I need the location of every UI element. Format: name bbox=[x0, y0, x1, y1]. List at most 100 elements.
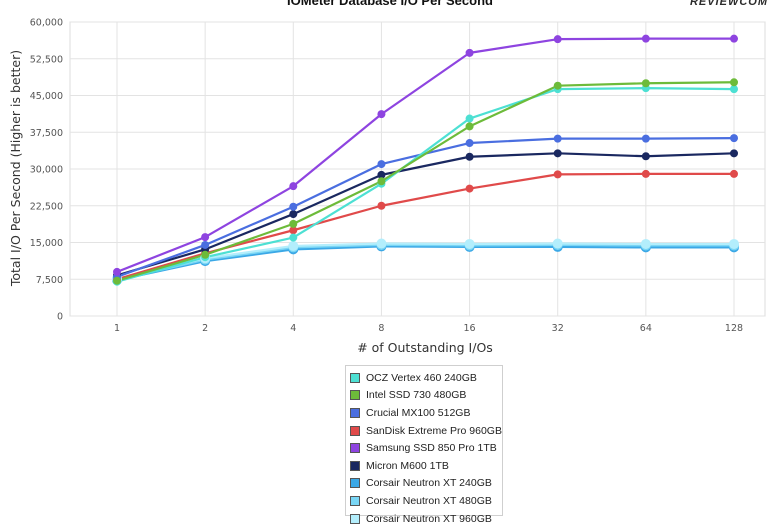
data-point[interactable] bbox=[289, 210, 298, 219]
data-point[interactable] bbox=[730, 78, 738, 87]
data-point[interactable] bbox=[377, 110, 386, 119]
data-point[interactable] bbox=[641, 79, 650, 88]
legend-swatch bbox=[350, 390, 360, 401]
legend-label: Micron M600 1TB bbox=[366, 459, 449, 472]
data-point[interactable] bbox=[730, 85, 738, 94]
y-axis-label: Total I/O Per Second (Higher is better) bbox=[8, 50, 23, 287]
data-point[interactable] bbox=[289, 233, 298, 242]
data-point[interactable] bbox=[377, 170, 386, 179]
data-point[interactable] bbox=[553, 134, 562, 143]
data-point[interactable] bbox=[465, 139, 474, 148]
legend-swatch bbox=[350, 495, 360, 506]
y-tick-label: 52,500 bbox=[30, 54, 63, 65]
data-point[interactable] bbox=[376, 238, 387, 249]
y-tick-label: 45,000 bbox=[30, 91, 63, 102]
legend-item[interactable]: Crucial MX100 512GB bbox=[350, 404, 502, 422]
data-point[interactable] bbox=[730, 34, 738, 43]
data-point[interactable] bbox=[377, 177, 386, 186]
x-axis-label: # of Outstanding I/Os bbox=[357, 340, 493, 355]
data-point[interactable] bbox=[289, 226, 298, 235]
legend-swatch bbox=[350, 372, 360, 383]
x-tick-label: 16 bbox=[464, 323, 476, 334]
data-point[interactable] bbox=[730, 169, 738, 178]
data-point[interactable] bbox=[289, 202, 298, 211]
data-point[interactable] bbox=[465, 152, 474, 161]
legend-swatch bbox=[350, 443, 360, 454]
grid bbox=[69, 21, 766, 317]
data-point[interactable] bbox=[377, 160, 386, 169]
x-tick-label: 4 bbox=[290, 323, 296, 334]
series-line bbox=[116, 243, 734, 281]
data-point[interactable] bbox=[113, 267, 121, 276]
logo: REVIEWCOM bbox=[689, 0, 768, 8]
y-axis-ticks: 0 7,500 15,000 22,500 30,000 37,500 45,000 52,5… bbox=[30, 18, 63, 323]
legend-swatch bbox=[350, 425, 360, 436]
legend-swatch bbox=[350, 478, 360, 489]
legend-label: OCZ Vertex 460 240GB bbox=[366, 371, 477, 384]
legend-item[interactable]: OCZ Vertex 460 240GB bbox=[350, 369, 502, 387]
x-tick-label: 64 bbox=[640, 323, 652, 334]
data-point[interactable] bbox=[553, 81, 562, 90]
x-tick-label: 32 bbox=[552, 323, 564, 334]
series-line bbox=[116, 87, 735, 283]
data-point[interactable] bbox=[465, 48, 474, 57]
y-tick-label: 0 bbox=[57, 312, 63, 323]
legend-item[interactable]: Corsair Neutron XT 240GB bbox=[350, 475, 502, 493]
legend-label: Samsung SSD 850 Pro 1TB bbox=[366, 442, 497, 455]
series-line bbox=[116, 242, 734, 280]
x-tick-label: 128 bbox=[725, 323, 743, 334]
data-point[interactable] bbox=[641, 169, 650, 178]
series-line bbox=[116, 152, 735, 277]
legend-label: Corsair Neutron XT 480GB bbox=[366, 494, 492, 507]
legend-item[interactable]: Corsair Neutron XT 960GB bbox=[350, 510, 502, 527]
data-point[interactable] bbox=[465, 114, 474, 123]
legend-item[interactable]: Intel SSD 730 480GB bbox=[350, 387, 502, 405]
legend-swatch bbox=[350, 407, 360, 418]
legend-label: Crucial MX100 512GB bbox=[366, 406, 471, 419]
data-point[interactable] bbox=[552, 238, 563, 249]
data-point[interactable] bbox=[641, 134, 650, 143]
data-point[interactable] bbox=[201, 240, 210, 249]
data-point[interactable] bbox=[641, 34, 650, 43]
legend-swatch bbox=[350, 513, 360, 524]
y-tick-label: 60,000 bbox=[30, 18, 63, 29]
data-point[interactable] bbox=[201, 250, 210, 259]
legend-swatch bbox=[350, 460, 360, 471]
data-point[interactable] bbox=[377, 201, 386, 210]
data-point[interactable] bbox=[465, 184, 474, 193]
y-tick-label: 37,500 bbox=[30, 128, 63, 139]
data-point[interactable] bbox=[288, 240, 299, 251]
data-point[interactable] bbox=[201, 233, 210, 242]
data-point[interactable] bbox=[289, 219, 298, 228]
data-point[interactable] bbox=[553, 170, 562, 179]
data-point[interactable] bbox=[553, 149, 562, 158]
series-line bbox=[116, 81, 735, 282]
x-tick-label: 1 bbox=[114, 323, 120, 334]
data-point[interactable] bbox=[553, 35, 562, 44]
x-tick-label: 2 bbox=[202, 323, 208, 334]
y-tick-label: 15,000 bbox=[30, 238, 63, 249]
legend-item[interactable]: Samsung SSD 850 Pro 1TB bbox=[350, 439, 502, 457]
series-line bbox=[116, 37, 734, 273]
legend-label: Intel SSD 730 480GB bbox=[366, 389, 467, 402]
data-point[interactable] bbox=[464, 238, 475, 249]
legend-label: Corsair Neutron XT 960GB bbox=[366, 512, 492, 525]
legend-label: SanDisk Extreme Pro 960GB bbox=[366, 424, 502, 437]
data-point[interactable] bbox=[113, 276, 121, 285]
y-tick-label: 7,500 bbox=[36, 275, 63, 286]
data-point[interactable] bbox=[640, 238, 651, 249]
legend-item[interactable]: Corsair Neutron XT 480GB bbox=[350, 492, 502, 510]
legend: OCZ Vertex 460 240GB Intel SSD 730 480GB C… bbox=[345, 365, 503, 525]
data-point[interactable] bbox=[465, 122, 474, 131]
data-point[interactable] bbox=[289, 182, 298, 191]
data-point[interactable] bbox=[641, 152, 650, 161]
x-axis-ticks: 1 2 4 8 16 32 64 128 bbox=[114, 323, 743, 334]
data-point[interactable] bbox=[729, 238, 739, 249]
legend-item[interactable]: SanDisk Extreme Pro 960GB bbox=[350, 422, 502, 440]
series-lines bbox=[116, 37, 735, 283]
legend-item[interactable]: Micron M600 1TB bbox=[350, 457, 502, 475]
line-chart: 0 7,500 15,000 22,500 30,000 37,500 45,000 52,5… bbox=[8, 18, 766, 355]
data-point[interactable] bbox=[730, 149, 738, 158]
data-point[interactable] bbox=[730, 134, 738, 143]
y-tick-label: 30,000 bbox=[30, 165, 63, 176]
